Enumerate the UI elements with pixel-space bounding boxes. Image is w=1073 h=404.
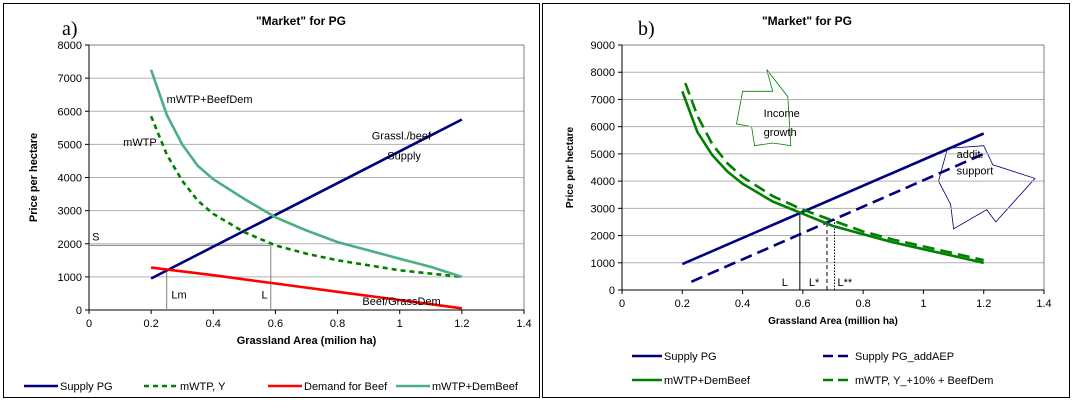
annotation-label: Supply	[387, 150, 421, 162]
annotation-label: S	[92, 231, 99, 243]
legend-label: mWTP+DemBeef	[432, 381, 519, 393]
x-tick-label: 0.6	[795, 298, 810, 310]
y-tick-label: 4000	[591, 176, 615, 188]
x-tick-label: 0.6	[268, 318, 283, 330]
additional-support-arrow-icon	[938, 145, 1036, 230]
income-growth-arrow-icon	[736, 69, 792, 147]
y-tick-label: 3000	[591, 203, 615, 215]
annotation-label: growth	[764, 127, 797, 139]
chart-title: "Market" for PG	[762, 14, 852, 28]
annotation-label: L	[261, 289, 267, 301]
x-tick-label: 0	[86, 318, 92, 330]
y-tick-label: 0	[609, 285, 615, 297]
x-tick-label: 0.2	[675, 298, 690, 310]
y-axis-label: Price per hectare	[565, 126, 576, 208]
y-tick-label: 8000	[591, 67, 615, 79]
annotation-label: addit.	[957, 149, 984, 161]
x-tick-label: 1	[397, 318, 403, 330]
y-tick-label: 7000	[58, 73, 82, 85]
annotation-label: Lm	[171, 289, 186, 301]
annotation-label: support	[957, 165, 994, 177]
series-line-1	[681, 132, 985, 266]
legend-label: Demand for Beef	[304, 381, 388, 393]
legend-label: Supply PG	[60, 381, 113, 393]
y-tick-label: 2000	[591, 231, 615, 243]
x-tick-label: 1.2	[976, 298, 991, 310]
annotation-label: Income	[764, 108, 800, 120]
x-tick-label: 0.2	[143, 318, 158, 330]
chart-a-svg: a) "Market" for PG 0 1000 2000 3000 4000 5000 60…	[24, 14, 532, 393]
legend-label: mWTP, Y_+10% + BeefDem	[855, 375, 993, 387]
series-line-3	[150, 266, 463, 310]
arrow-group	[736, 69, 1036, 230]
y-tick-label: 8000	[58, 40, 82, 52]
y-tick-label: 4000	[58, 173, 82, 185]
x-tick-label: 0.4	[206, 318, 221, 330]
series-line-3	[681, 90, 984, 265]
chart-panel-b: b) "Market" for PG 0 1000 2000 3000 4000 5000 60…	[542, 3, 1070, 398]
y-tick-label: 6000	[591, 122, 615, 134]
y-tick-label: 5000	[591, 149, 615, 161]
y-tick-label: 7000	[591, 94, 615, 106]
x-tick-label: 0.4	[735, 298, 750, 310]
x-tick-label: 1.4	[1036, 298, 1051, 310]
y-axis-label: Price per hectare	[28, 133, 40, 222]
y-tick-label: 5000	[58, 139, 82, 151]
series-line-1	[150, 118, 463, 280]
legend-label: Supply PG	[664, 351, 717, 363]
x-tick-label: 0.8	[330, 318, 345, 330]
x-tick-label: 1.2	[454, 318, 469, 330]
y-tick-label: 1000	[591, 258, 615, 270]
annotation-label: Beef/GrassDem	[362, 296, 440, 308]
legend-label: Supply PG_addAEP	[855, 351, 954, 363]
y-tick-label: 3000	[58, 206, 82, 218]
annotation-label: L*	[809, 277, 820, 289]
x-tick-label: 0.8	[855, 298, 870, 310]
chart-title: "Market" for PG	[256, 14, 346, 28]
series-line-4	[684, 82, 984, 262]
y-tick-label: 9000	[591, 40, 615, 52]
y-tick-label: 2000	[58, 239, 82, 251]
x-tick-label: 1.4	[516, 318, 531, 330]
x-axis-label: Grassland Area (million ha)	[768, 316, 898, 327]
y-tick-label: 0	[76, 305, 82, 317]
legend-label: mWTP, Y	[180, 381, 226, 393]
annotation-label: Grassl./beef	[372, 130, 432, 142]
legend-label: mWTP+DemBeef	[664, 375, 751, 387]
panel-letter: a)	[62, 18, 78, 40]
x-axis-label: Grassland Area (milion ha)	[237, 335, 377, 347]
chart-panel-a: a) "Market" for PG 0 1000 2000 3000 4000 5000 60…	[3, 3, 540, 398]
chart-b-svg: b) "Market" for PG 0 1000 2000 3000 4000 5000 60…	[565, 14, 1052, 387]
y-tick-label: 6000	[58, 106, 82, 118]
x-tick-label: 0	[619, 298, 625, 310]
x-tick-label: 1	[920, 298, 926, 310]
y-tick-label: 1000	[58, 272, 82, 284]
panel-letter: b)	[638, 18, 655, 40]
annotation-label: mWTP+BeefDem	[167, 94, 253, 106]
series-line-4	[149, 69, 463, 279]
annotation-label: L**	[838, 277, 853, 289]
annotation-label: mWTP	[123, 137, 157, 149]
annotation-label: L	[782, 277, 788, 289]
